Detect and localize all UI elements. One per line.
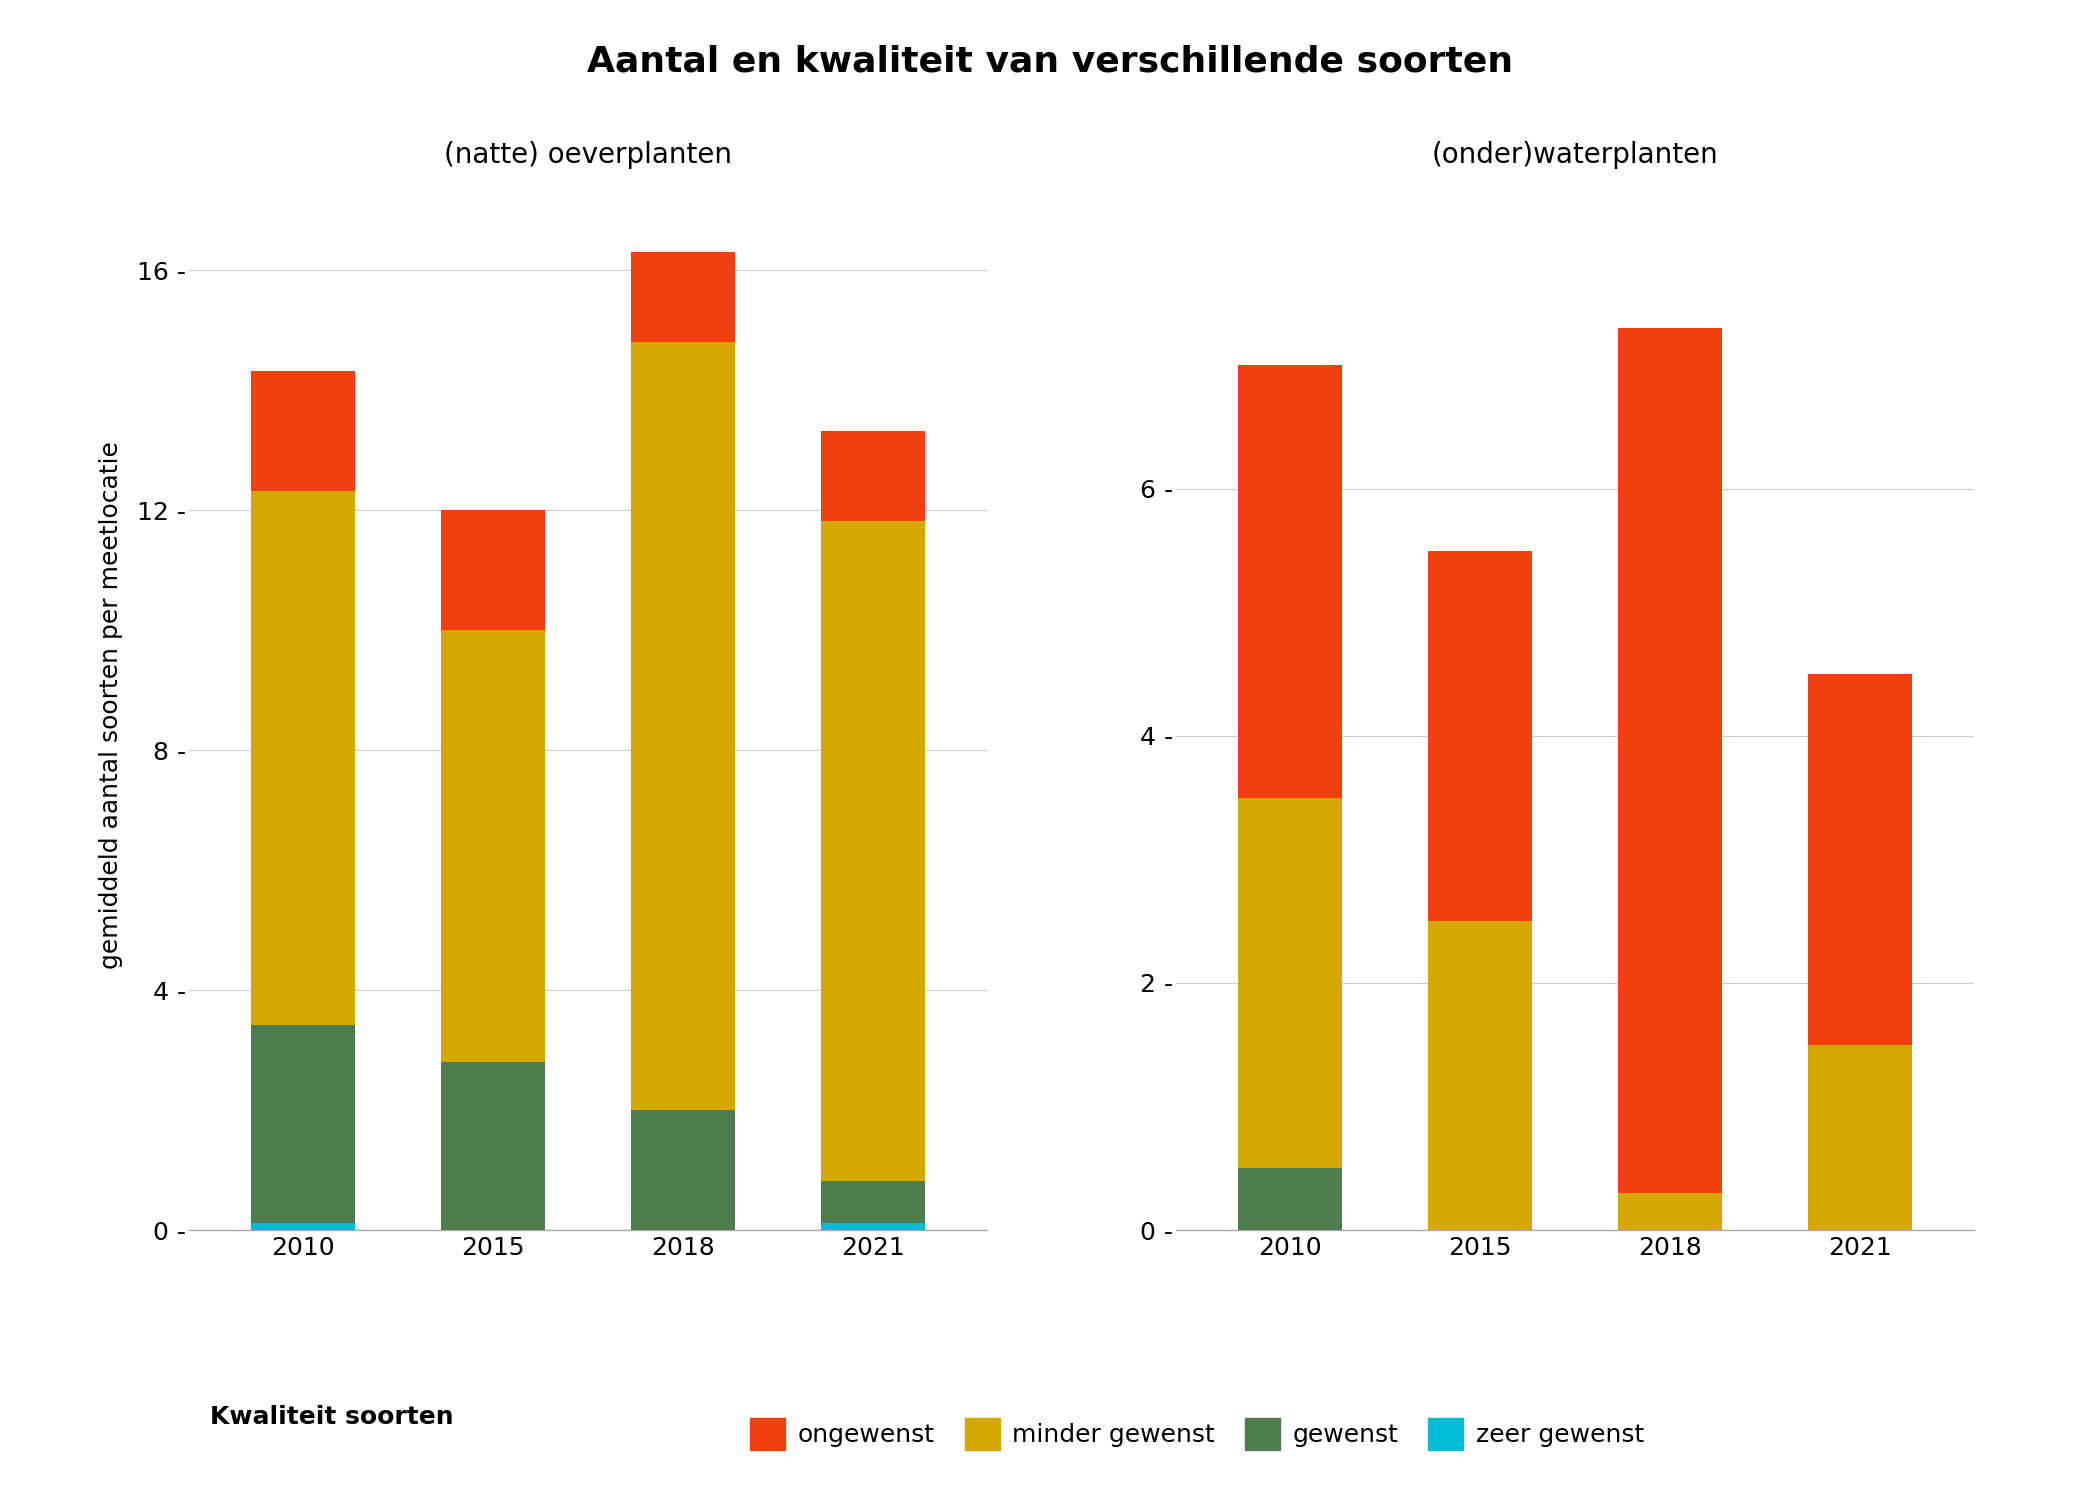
Bar [821, 1222, 926, 1230]
Bar [1808, 1044, 1913, 1230]
Legend: ongewenst, minder gewenst, gewenst, zeer gewenst: ongewenst, minder gewenst, gewenst, zeer… [750, 1418, 1644, 1450]
Bar [630, 252, 735, 342]
Bar [630, 1110, 735, 1230]
Text: Kwaliteit soorten: Kwaliteit soorten [210, 1406, 454, 1429]
Bar [1617, 328, 1722, 1192]
Bar [1428, 921, 1533, 1230]
Bar [1237, 798, 1342, 1168]
Y-axis label: gemiddeld aantal soorten per meetlocatie: gemiddeld aantal soorten per meetlocatie [99, 441, 124, 969]
Bar [441, 510, 546, 630]
Bar [1237, 1168, 1342, 1230]
Title: (natte) oeverplanten: (natte) oeverplanten [443, 141, 733, 170]
Bar [250, 1222, 355, 1230]
Bar [821, 520, 926, 1180]
Bar [1808, 674, 1913, 1044]
Bar [250, 1024, 355, 1222]
Bar [821, 430, 926, 520]
Bar [821, 1180, 926, 1222]
Text: Aantal en kwaliteit van verschillende soorten: Aantal en kwaliteit van verschillende so… [586, 45, 1514, 80]
Bar [250, 490, 355, 1024]
Bar [250, 370, 355, 490]
Bar [441, 1062, 546, 1230]
Bar [441, 630, 546, 1062]
Bar [1428, 550, 1533, 921]
Title: (onder)waterplanten: (onder)waterplanten [1432, 141, 1718, 170]
Bar [1237, 366, 1342, 798]
Bar [1617, 1192, 1722, 1230]
Bar [630, 342, 735, 1110]
